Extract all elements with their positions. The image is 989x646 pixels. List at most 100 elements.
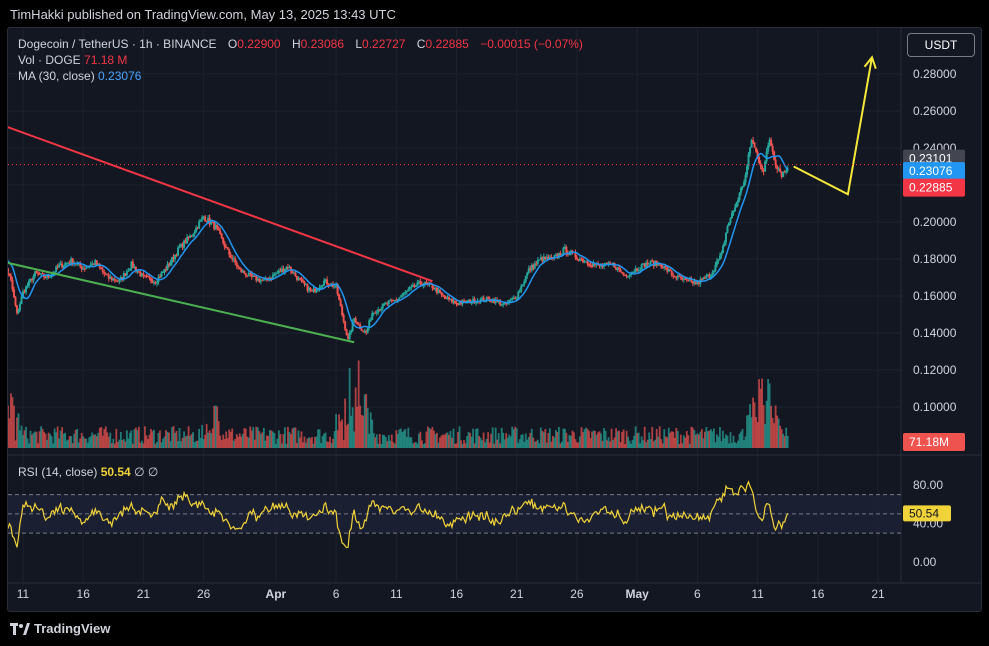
volume-bar — [259, 433, 262, 448]
candle-body — [320, 286, 323, 288]
volume-bar — [222, 434, 225, 448]
ma-label[interactable]: MA (30, close) — [18, 69, 95, 83]
volume-bar — [688, 443, 691, 448]
rsi-badge-bg — [903, 505, 951, 522]
volume-bar — [225, 431, 228, 448]
volume-bar — [119, 432, 122, 448]
candle-body — [106, 274, 109, 276]
candle-body — [61, 263, 64, 268]
volume-bar — [523, 441, 526, 448]
currency-selector[interactable]: USDT — [907, 33, 975, 57]
candle-body — [523, 281, 526, 285]
volume-bar — [419, 431, 422, 448]
open-label: O — [227, 37, 238, 51]
volume-bar — [299, 437, 301, 448]
candle-body — [190, 235, 193, 237]
candle-body — [688, 279, 691, 281]
candle-body — [708, 274, 711, 279]
candle-body — [407, 289, 410, 291]
candle-body — [485, 297, 488, 302]
candle-body — [544, 256, 547, 259]
candle-body — [380, 308, 383, 311]
volume-bar — [151, 431, 154, 448]
volume-bar — [454, 443, 456, 448]
candle-body — [649, 260, 652, 264]
tradingview-logo[interactable]: TradingView — [10, 621, 110, 636]
candle-body — [312, 288, 315, 292]
time-tick-label: 11 — [17, 587, 30, 601]
volume-bar — [341, 419, 344, 448]
candle-body — [520, 285, 523, 292]
candle-body — [408, 287, 411, 290]
candle-body — [124, 273, 127, 276]
candle-body — [133, 267, 136, 269]
candle-body — [624, 274, 627, 276]
candle-body — [333, 286, 336, 288]
volume-bar — [153, 429, 155, 448]
candle-body — [499, 301, 502, 306]
volume-bar — [347, 423, 350, 448]
volume-bar — [648, 432, 651, 448]
volume-bar — [16, 417, 18, 448]
volume-bar — [694, 434, 697, 448]
candle-body — [443, 295, 446, 298]
symbol-title[interactable]: Dogecoin / TetherUS · 1h · BINANCE — [18, 37, 217, 51]
candle-body — [590, 265, 593, 267]
volume-bar — [107, 436, 110, 448]
candle-body — [163, 269, 166, 273]
time-tick-label: 21 — [510, 587, 524, 601]
candle-body — [463, 300, 466, 302]
candle-body — [497, 301, 500, 303]
candle-body — [587, 263, 590, 266]
volume-bar — [92, 434, 95, 448]
candle-body — [756, 151, 759, 157]
candle-body — [451, 298, 454, 303]
time-tick-label: May — [625, 587, 649, 601]
volume-bar — [452, 428, 455, 448]
volume-bar — [232, 440, 235, 448]
volume-bar — [19, 430, 21, 448]
volume-bar — [560, 441, 563, 448]
volume-bar — [430, 429, 432, 448]
volume-label[interactable]: Vol · DOGE — [18, 53, 81, 67]
candle-body — [621, 271, 624, 273]
candle-body — [694, 281, 697, 284]
candle-body — [274, 273, 277, 275]
volume-bar — [464, 443, 467, 448]
volume-bar — [758, 379, 760, 448]
volume-bar — [330, 443, 333, 448]
candle-body — [562, 248, 565, 255]
volume-bar — [104, 426, 107, 448]
chart-frame[interactable]: 0.280000.260000.240000.220000.200000.180… — [7, 27, 982, 612]
candle-body — [344, 321, 347, 330]
volume-bar — [710, 429, 712, 448]
volume-bar — [527, 436, 530, 448]
candle-body — [193, 232, 196, 235]
candle-body — [526, 272, 529, 276]
candle-body — [300, 279, 303, 281]
rsi-label[interactable]: RSI (14, close) — [18, 465, 98, 479]
volume-bar — [743, 440, 745, 448]
volume-bar — [265, 435, 268, 448]
volume-bar — [530, 428, 533, 448]
chart-canvas[interactable]: 0.280000.260000.240000.220000.200000.180… — [8, 28, 981, 611]
volume-bar — [538, 443, 541, 448]
volume-bar — [58, 438, 61, 448]
volume-bar — [711, 431, 714, 448]
chart-legend: Dogecoin / TetherUS · 1h · BINANCE O0.22… — [18, 36, 583, 84]
volume-bar — [550, 441, 553, 448]
candle-body — [545, 257, 548, 259]
candle-body — [148, 276, 151, 278]
candle-body — [324, 279, 327, 281]
volume-bar — [204, 434, 207, 448]
projection-arrowhead — [863, 55, 877, 70]
volume-bar — [97, 432, 100, 448]
volume-bar — [660, 439, 663, 448]
candle-body — [681, 278, 684, 280]
volume-bar — [192, 432, 194, 448]
candle-body — [234, 258, 237, 263]
volume-bar — [339, 421, 342, 448]
volume-bar — [467, 431, 470, 448]
candle-body — [530, 264, 533, 271]
volume-bar — [243, 428, 246, 448]
